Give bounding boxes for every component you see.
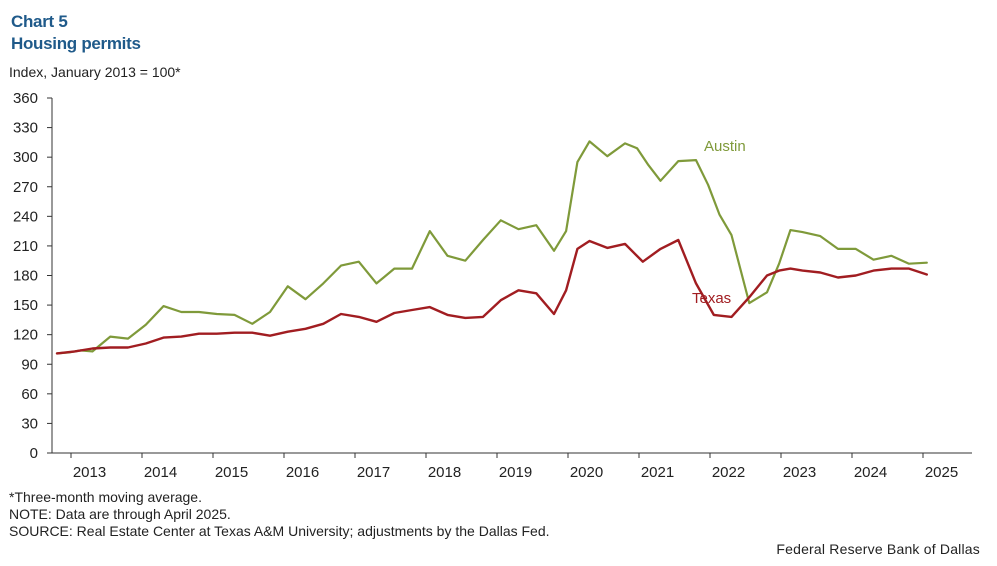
x-tick-label: 2018	[428, 464, 461, 481]
chart-notes: *Three-month moving average. NOTE: Data …	[9, 489, 550, 540]
chart-number: Chart 5	[11, 12, 68, 31]
x-tick-label: 2023	[783, 464, 816, 481]
note-data-through: NOTE: Data are through April 2025.	[9, 506, 231, 522]
x-tick-label: 2021	[641, 464, 674, 481]
chart-title: Housing permits	[11, 34, 141, 53]
x-tick-label: 2025	[925, 464, 958, 481]
x-tick-label: 2015	[215, 464, 248, 481]
x-tick-label: 2019	[499, 464, 532, 481]
y-tick-label: 150	[13, 297, 38, 314]
y-tick-label: 120	[13, 327, 38, 344]
x-tick-label: 2014	[144, 464, 177, 481]
x-tick-label: 2017	[357, 464, 390, 481]
x-tick-label: 2016	[286, 464, 319, 481]
y-tick-label: 0	[30, 445, 38, 462]
series-label-austin: Austin	[704, 138, 746, 155]
x-tick-label: 2024	[854, 464, 887, 481]
x-tick-label: 2022	[712, 464, 745, 481]
y-tick-label: 60	[21, 386, 38, 403]
x-tick-label: 2020	[570, 464, 603, 481]
y-tick-label: 300	[13, 149, 38, 166]
y-tick-label: 210	[13, 238, 38, 255]
y-tick-label: 180	[13, 268, 38, 285]
y-axis-unit-label: Index, January 2013 = 100*	[9, 64, 181, 80]
series-line-texas	[55, 238, 928, 355]
source-credit: Federal Reserve Bank of Dallas	[776, 541, 980, 557]
y-tick-label: 330	[13, 120, 38, 137]
y-tick-label: 270	[13, 179, 38, 196]
y-tick-label: 360	[13, 90, 38, 107]
y-tick-label: 30	[21, 415, 38, 432]
x-tick-label: 2013	[73, 464, 106, 481]
note-source: SOURCE: Real Estate Center at Texas A&M …	[9, 523, 550, 539]
y-tick-label: 240	[13, 208, 38, 225]
series-line-austin	[55, 140, 928, 355]
note-moving-average: *Three-month moving average.	[9, 489, 202, 505]
y-tick-label: 90	[21, 356, 38, 373]
series-label-texas: Texas	[692, 290, 731, 307]
